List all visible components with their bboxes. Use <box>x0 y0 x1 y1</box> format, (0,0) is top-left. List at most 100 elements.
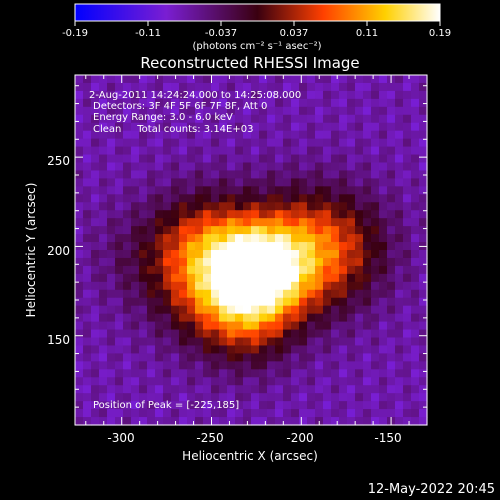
heatmap-cell <box>235 114 244 124</box>
heatmap-cell <box>419 273 428 283</box>
heatmap-cell <box>379 154 388 164</box>
heatmap-cell <box>379 305 388 315</box>
heatmap-cell <box>323 417 332 426</box>
heatmap-cell <box>211 162 220 172</box>
heatmap-cell <box>267 226 276 235</box>
heatmap-cell <box>179 90 188 100</box>
heatmap-cell <box>123 218 132 227</box>
heatmap-cell <box>203 361 212 370</box>
heatmap-cell <box>275 114 284 124</box>
heatmap-cell <box>203 170 212 179</box>
heatmap-cell <box>403 250 412 259</box>
heatmap-cell <box>99 178 108 187</box>
heatmap-cell <box>347 417 356 426</box>
heatmap-cell <box>331 138 340 148</box>
heatmap-cell <box>419 393 428 402</box>
heatmap-cell <box>379 329 388 339</box>
heatmap-cell <box>75 202 84 211</box>
heatmap-cell <box>363 75 372 84</box>
heatmap-cell <box>115 218 124 227</box>
heatmap-cell <box>387 146 396 156</box>
heatmap-cell <box>307 82 316 92</box>
heatmap-cell <box>283 289 292 299</box>
heatmap-cell <box>107 194 116 203</box>
heatmap-cell <box>291 98 300 108</box>
heatmap-cell <box>363 130 372 140</box>
heatmap-cell <box>331 297 340 307</box>
heatmap-cell <box>99 98 108 108</box>
heatmap-cell <box>315 321 324 331</box>
heatmap-cell <box>291 369 300 378</box>
heatmap-cell <box>371 194 380 203</box>
heatmap-cell <box>83 186 92 195</box>
heatmap-cell <box>419 250 428 259</box>
heatmap-cell <box>323 313 332 323</box>
heatmap-cell <box>339 329 348 339</box>
heatmap-cell <box>347 313 356 323</box>
heatmap-cell <box>347 273 356 283</box>
heatmap-cell <box>339 234 348 243</box>
heatmap-cell <box>387 369 396 378</box>
heatmap-cell <box>291 417 300 426</box>
heatmap-cell <box>411 337 420 347</box>
heatmap-cell <box>155 194 164 203</box>
heatmap-cell <box>211 75 220 84</box>
heatmap-cell <box>331 82 340 92</box>
heatmap-cell <box>331 273 340 283</box>
heatmap-cell <box>355 114 364 124</box>
heatmap-cell <box>115 75 124 84</box>
heatmap-cell <box>339 130 348 140</box>
heatmap-cell <box>379 337 388 347</box>
heatmap-cell <box>131 321 140 331</box>
heatmap-cell <box>299 377 308 386</box>
heatmap-cell <box>227 345 236 354</box>
heatmap-cell <box>75 305 84 315</box>
heatmap-cell <box>243 329 252 339</box>
heatmap-cell <box>115 146 124 156</box>
heatmap-cell <box>211 114 220 124</box>
heatmap-cell <box>123 321 132 331</box>
heatmap-cell <box>243 202 252 211</box>
heatmap-cell <box>339 369 348 378</box>
heatmap-cell <box>411 234 420 243</box>
heatmap-cell <box>227 170 236 179</box>
heatmap-cell <box>387 313 396 323</box>
heatmap-cell <box>235 385 244 394</box>
heatmap-cell <box>371 242 380 251</box>
heatmap-cell <box>147 82 156 92</box>
heatmap-cell <box>99 305 108 315</box>
heatmap-cell <box>123 106 132 116</box>
heatmap-cell <box>155 114 164 124</box>
heatmap-cell <box>147 345 156 354</box>
heatmap-cell <box>331 234 340 243</box>
heatmap-cell <box>403 210 412 219</box>
heatmap-cell <box>107 345 116 354</box>
heatmap-cell <box>259 321 268 331</box>
heatmap-cell <box>291 393 300 402</box>
heatmap-cell <box>323 329 332 339</box>
heatmap-cell <box>195 194 204 203</box>
heatmap-cell <box>347 194 356 203</box>
heatmap-cell <box>235 281 244 291</box>
heatmap-cell <box>227 273 236 283</box>
heatmap-cell <box>411 82 420 92</box>
heatmap-cell <box>419 361 428 370</box>
heatmap-cell <box>275 417 284 426</box>
heatmap-cell <box>107 257 116 267</box>
heatmap-cell <box>171 122 180 132</box>
heatmap-cell <box>307 369 316 378</box>
heatmap-cell <box>347 297 356 307</box>
heatmap-cell <box>203 154 212 164</box>
heatmap-cell <box>139 273 148 283</box>
heatmap-cell <box>91 273 100 283</box>
heatmap-cell <box>307 305 316 315</box>
heatmap-cell <box>131 393 140 402</box>
heatmap-cell <box>347 106 356 116</box>
heatmap-cell <box>75 417 84 426</box>
heatmap-cell <box>99 393 108 402</box>
heatmap-cell <box>419 202 428 211</box>
heatmap-cell <box>403 401 412 410</box>
heatmap-cell <box>147 154 156 164</box>
heatmap-cell <box>131 265 140 275</box>
heatmap-cell <box>235 289 244 299</box>
